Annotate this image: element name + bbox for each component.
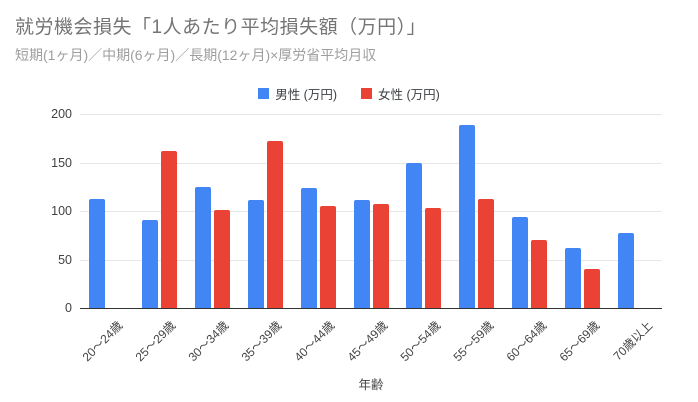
bar-male-6 <box>406 162 423 309</box>
plot-area: 0 50 100 150 200 20〜24歳 25〜29歳 30〜34歳 35〜39歳 40〜4… <box>51 107 662 364</box>
y-tick-label-150: 150 <box>51 155 72 170</box>
bar-male-10 <box>618 233 635 309</box>
bar-male-2 <box>194 186 211 309</box>
bar-female-6 <box>425 208 442 309</box>
bar-female-3 <box>266 141 283 309</box>
chart-title: 就労機会損失「1人あたり平均損失額（万円）」 <box>15 17 427 38</box>
gridline-0 <box>80 308 662 309</box>
gridline-200 <box>80 114 662 115</box>
bar-male-5 <box>353 200 370 309</box>
legend-item-female: 女性 (万円) <box>361 84 440 103</box>
legend-label-female: 女性 (万円) <box>378 88 440 102</box>
bar-female-5 <box>372 204 389 309</box>
bar-female-2 <box>213 210 230 309</box>
legend-label-male: 男性 (万円) <box>275 88 337 102</box>
chart-legend: 男性 (万円) 女性 (万円) <box>0 84 698 103</box>
legend-item-male: 男性 (万円) <box>258 84 337 103</box>
bar-female-9 <box>584 269 601 309</box>
bar-male-1 <box>141 219 158 309</box>
bar-male-7 <box>459 124 476 309</box>
gridline-100 <box>80 211 662 212</box>
x-axis-title: 年齢 <box>358 378 384 392</box>
bar-female-4 <box>319 206 336 309</box>
legend-swatch-male <box>258 88 270 99</box>
gridline-150 <box>80 162 662 164</box>
bar-female-7 <box>478 199 495 309</box>
bar-male-9 <box>565 247 582 309</box>
bar-male-3 <box>247 200 264 309</box>
bar-male-8 <box>512 216 529 309</box>
y-tick-label-50: 50 <box>58 252 72 267</box>
y-tick-label-200: 200 <box>51 107 72 121</box>
bar-female-1 <box>160 150 177 309</box>
legend-swatch-female <box>361 88 372 99</box>
y-tick-label-0: 0 <box>65 301 72 315</box>
y-tick-label-100: 100 <box>51 204 72 218</box>
gridline-50 <box>80 259 662 261</box>
bar-female-8 <box>531 240 548 309</box>
bar-male-4 <box>300 187 317 309</box>
chart-subtitle: 短期(1ヶ月)／中期(6ヶ月)／長期(12ヶ月)×厚労省平均月収 <box>15 47 377 63</box>
bar-male-0 <box>88 199 105 309</box>
